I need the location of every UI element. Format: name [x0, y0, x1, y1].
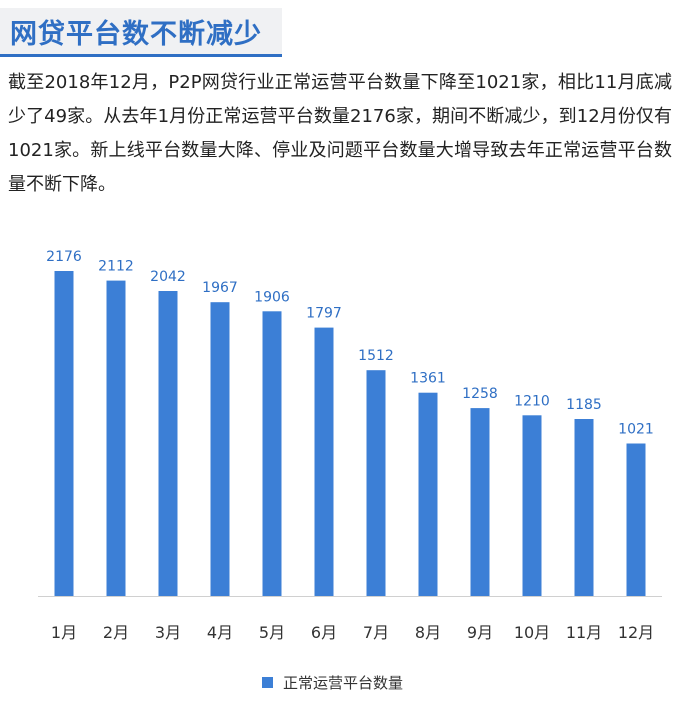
data-label-7: 1512: [358, 348, 394, 364]
x-tick-label-3: 3月: [155, 623, 181, 642]
data-label-9: 1258: [462, 386, 498, 402]
description-paragraph: 截至2018年12月，P2P网贷行业正常运营平台数量下降至1021家，相比11月…: [8, 72, 672, 195]
x-tick-label-11: 11月: [566, 623, 602, 642]
bar-5: [262, 311, 282, 596]
x-tick-label-10: 10月: [514, 623, 550, 642]
x-tick-label-7: 7月: [363, 623, 389, 642]
x-tick-label-9: 9月: [467, 623, 493, 642]
x-tick-label-8: 8月: [415, 623, 441, 642]
chart-legend: 正常运营平台数量: [262, 672, 403, 693]
x-tick-label-2: 2月: [103, 623, 129, 642]
bar-1: [54, 271, 74, 596]
data-label-10: 1210: [514, 393, 550, 409]
bar-10: [522, 415, 542, 596]
data-label-5: 1906: [254, 289, 290, 305]
bar-9: [470, 408, 490, 596]
x-tick-label-4: 4月: [207, 623, 233, 642]
x-tick-label-5: 5月: [259, 623, 285, 642]
bar-3: [158, 291, 178, 596]
data-label-12: 1021: [618, 422, 654, 438]
data-label-2: 2112: [98, 259, 134, 275]
title-background: [0, 8, 282, 54]
data-label-8: 1361: [410, 371, 446, 387]
bar-2: [106, 280, 126, 596]
x-tick-label-1: 1月: [51, 623, 77, 642]
x-tick-label-6: 6月: [311, 623, 337, 642]
bar-7: [366, 370, 386, 596]
title-underline: [0, 54, 282, 57]
data-label-11: 1185: [566, 397, 602, 413]
data-label-3: 2042: [150, 269, 186, 285]
bar-4: [210, 302, 230, 596]
bar-8: [418, 392, 438, 596]
data-label-4: 1967: [202, 280, 238, 296]
bar-11: [574, 419, 594, 596]
bar-6: [314, 327, 334, 596]
page-title: 网贷平台数不断减少: [10, 19, 262, 50]
data-label-6: 1797: [306, 306, 342, 322]
bar-12: [626, 443, 646, 596]
title-banner: 网贷平台数不断减少: [0, 0, 680, 66]
data-label-1: 2176: [46, 249, 82, 265]
x-tick-label-12: 12月: [618, 623, 654, 642]
legend-label: 正常运营平台数量: [283, 674, 404, 692]
legend-swatch: [262, 677, 273, 688]
bar-chart: 2176 1月 2112 2月 2042 3月 1967 4月 1906 5月 1797 6月 1512…: [38, 249, 662, 642]
